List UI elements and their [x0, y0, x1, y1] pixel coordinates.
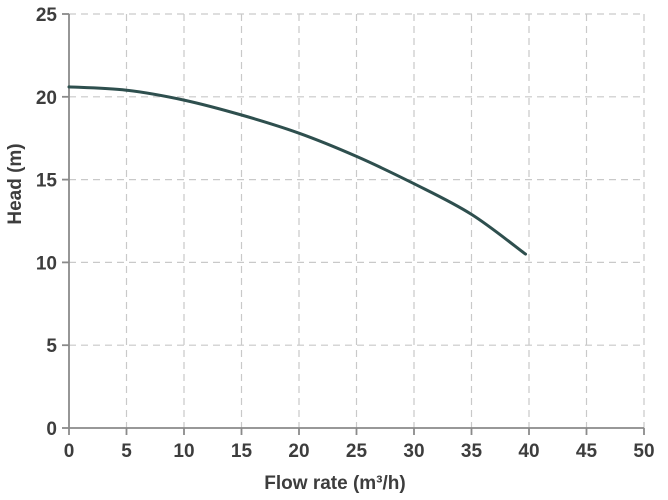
x-tick-label: 25: [346, 441, 368, 462]
x-axis-title: Flow rate (m³/h): [264, 473, 406, 494]
y-axis-title: Head (m): [5, 143, 26, 225]
x-tick-label: 30: [403, 441, 424, 462]
x-tick-label: 45: [576, 441, 598, 462]
y-tick-label: 20: [36, 88, 57, 109]
x-tick-label: 40: [518, 441, 539, 462]
x-tick-label: 35: [461, 441, 483, 462]
pump-curve-line: [67, 85, 527, 256]
y-tick-label: 0: [46, 419, 57, 440]
y-tick-label: 25: [36, 5, 58, 26]
x-tick-label: 20: [288, 441, 309, 462]
x-tick-label: 50: [633, 441, 654, 462]
x-tick-label: 5: [121, 441, 132, 462]
x-tick-label: 10: [173, 441, 194, 462]
y-tick-label: 5: [46, 336, 57, 357]
y-tick-label: 15: [36, 171, 58, 192]
y-tick-label: 10: [36, 253, 57, 274]
x-tick-label: 15: [231, 441, 253, 462]
x-tick-label: 0: [64, 441, 75, 462]
